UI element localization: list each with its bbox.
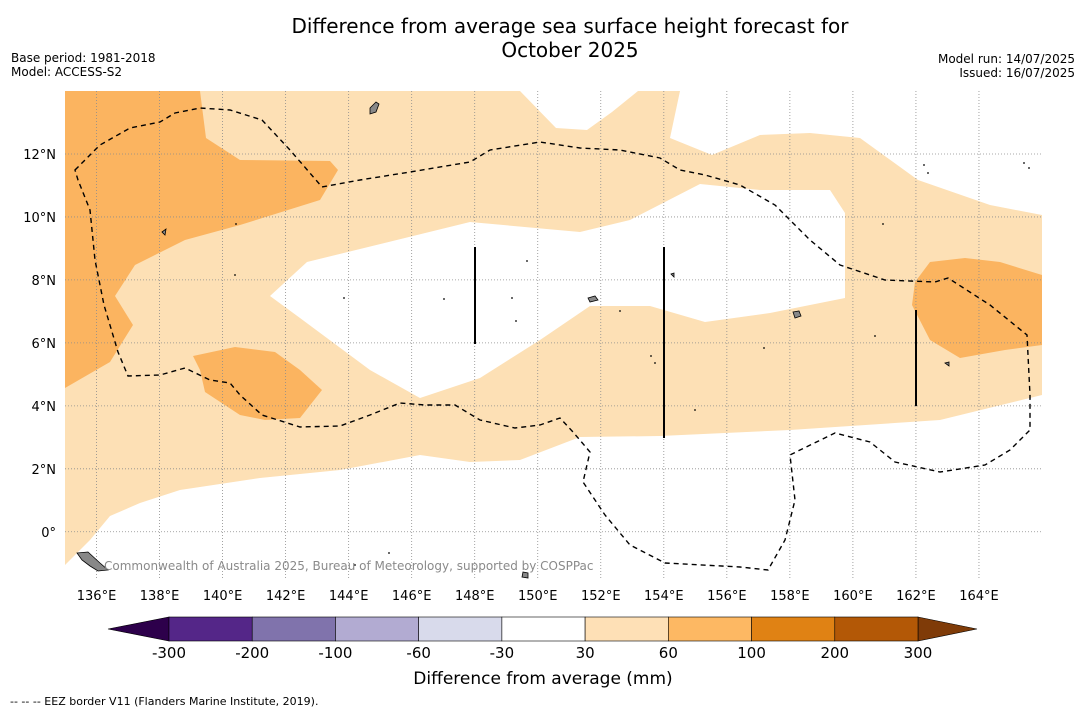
x-tick-label: 138°E	[140, 589, 180, 604]
x-tick-label: 158°E	[770, 589, 810, 604]
colorbar-segment	[751, 616, 836, 642]
colorbar-tick-label: -200	[235, 644, 269, 662]
land-islands	[76, 101, 950, 579]
atoll-dot	[526, 260, 528, 262]
graticule	[65, 91, 1042, 579]
y-tick-label: 6°N	[32, 337, 57, 352]
colorbar-over-arrow	[917, 616, 978, 642]
anomaly-band-60-100	[65, 91, 338, 388]
atoll-dot	[927, 172, 929, 174]
island-guam	[369, 101, 380, 115]
anomaly-band-60-100-south	[193, 347, 322, 420]
eez-footnote: -- -- -- EEZ border V11 (Flanders Marine…	[10, 695, 319, 708]
x-tick-label: 164°E	[959, 589, 999, 604]
atoll-dot	[923, 164, 925, 166]
x-tick-label: 146°E	[392, 589, 432, 604]
colorbar-segment	[501, 616, 586, 642]
model-run: Model run: 14/07/2025	[937, 52, 1075, 66]
colorbar-tick-label: -60	[406, 644, 431, 662]
colorbar-tick-label: 100	[737, 644, 766, 662]
island-pohnpei	[792, 310, 802, 319]
y-tick-label: 0°	[41, 526, 56, 541]
anomaly-band-60-100-east	[912, 258, 1042, 358]
atoll-dot	[443, 298, 445, 300]
atoll-dot	[343, 297, 345, 299]
model-name: Model: ACCESS-S2	[11, 65, 123, 79]
atoll-dot	[1028, 167, 1030, 169]
page-title: Difference from average sea surface heig…	[0, 14, 1085, 62]
atoll-dot	[1023, 162, 1025, 164]
y-tick-label: 4°N	[32, 400, 57, 415]
colorbar-segment	[418, 616, 503, 642]
issued-date: Issued: 16/07/2025	[959, 66, 1075, 80]
colorbar-under-arrow	[107, 616, 170, 642]
meta-left: Base period: 1981-2018 Model: ACCESS-S2	[11, 51, 156, 79]
island-west	[161, 228, 167, 236]
x-tick-label: 148°E	[455, 589, 495, 604]
x-tick-label: 140°E	[203, 589, 243, 604]
atoll-dot	[650, 355, 652, 357]
y-axis-labels: 12°N 10°N 8°N 6°N 4°N 2°N 0°	[23, 148, 56, 541]
base-period: Base period: 1981-2018	[11, 51, 156, 65]
title-line-2: October 2025	[501, 38, 639, 62]
atoll-dot	[354, 564, 356, 566]
atoll-dot	[234, 274, 236, 276]
x-axis-labels: 136°E 138°E 140°E 142°E 144°E 146°E 148°E 150°E…	[77, 589, 999, 604]
x-tick-label: 156°E	[707, 589, 747, 604]
y-tick-label: 2°N	[32, 463, 57, 478]
colorbar-tick-label: -30	[490, 644, 515, 662]
colorbar-tick-label: 60	[659, 644, 678, 662]
eez-border	[74, 107, 1031, 571]
atoll-dot	[654, 362, 656, 364]
x-tick-label: 160°E	[833, 589, 873, 604]
x-tick-label: 150°E	[518, 589, 558, 604]
island-nauru	[670, 272, 675, 278]
atoll-dot	[235, 223, 237, 225]
island-chuuk	[587, 295, 599, 303]
colorbar-segment	[584, 616, 669, 642]
copyright-text: Commonwealth of Australia 2025, Bureau o…	[104, 559, 594, 573]
x-tick-label: 136°E	[77, 589, 117, 604]
colorbar-segment	[668, 616, 752, 642]
x-tick-label: 154°E	[644, 589, 684, 604]
colorbar-segments	[168, 616, 919, 642]
meta-right: Model run: 14/07/2025 Issued: 16/07/2025	[938, 52, 1075, 80]
colorbar-tick-label: -100	[318, 644, 352, 662]
colorbar-segment	[168, 616, 253, 642]
atoll-dot	[763, 347, 765, 349]
atoll-dot	[515, 320, 517, 322]
colorbar: -300 -200 -100 -60 -30 30 60 100 200 300 Differen…	[107, 616, 978, 689]
atoll-dot	[874, 335, 876, 337]
x-tick-label: 152°E	[581, 589, 621, 604]
colorbar-tick-label: 200	[820, 644, 849, 662]
island-kosrae	[944, 361, 950, 367]
atoll-dots	[234, 162, 1030, 566]
colorbar-tick-label: 30	[576, 644, 595, 662]
anomaly-band-30-60	[65, 91, 1042, 565]
atoll-dot	[694, 409, 696, 411]
atoll-dot	[882, 223, 884, 225]
colorbar-title: Difference from average (mm)	[413, 669, 672, 689]
atoll-dot	[511, 297, 513, 299]
island-png	[76, 551, 109, 572]
colorbar-segment	[251, 616, 336, 642]
island-south	[521, 571, 529, 579]
colorbar-tick-label: -300	[152, 644, 186, 662]
atoll-dot	[388, 552, 390, 554]
x-tick-label: 142°E	[266, 589, 306, 604]
title-line-1: Difference from average sea surface heig…	[291, 14, 849, 38]
y-tick-label: 10°N	[23, 211, 56, 226]
map-plot-area: Commonwealth of Australia 2025, Bureau o…	[65, 91, 1042, 579]
x-tick-label: 162°E	[896, 589, 936, 604]
colorbar-segment	[834, 616, 919, 642]
x-tick-label: 144°E	[329, 589, 369, 604]
colorbar-segment	[335, 616, 419, 642]
colorbar-tick-label: 300	[904, 644, 933, 662]
colorbar-labels: -300 -200 -100 -60 -30 30 60 100 200 300	[152, 644, 932, 662]
atoll-dot	[619, 310, 621, 312]
y-tick-label: 12°N	[23, 148, 56, 163]
y-tick-label: 8°N	[32, 274, 57, 289]
